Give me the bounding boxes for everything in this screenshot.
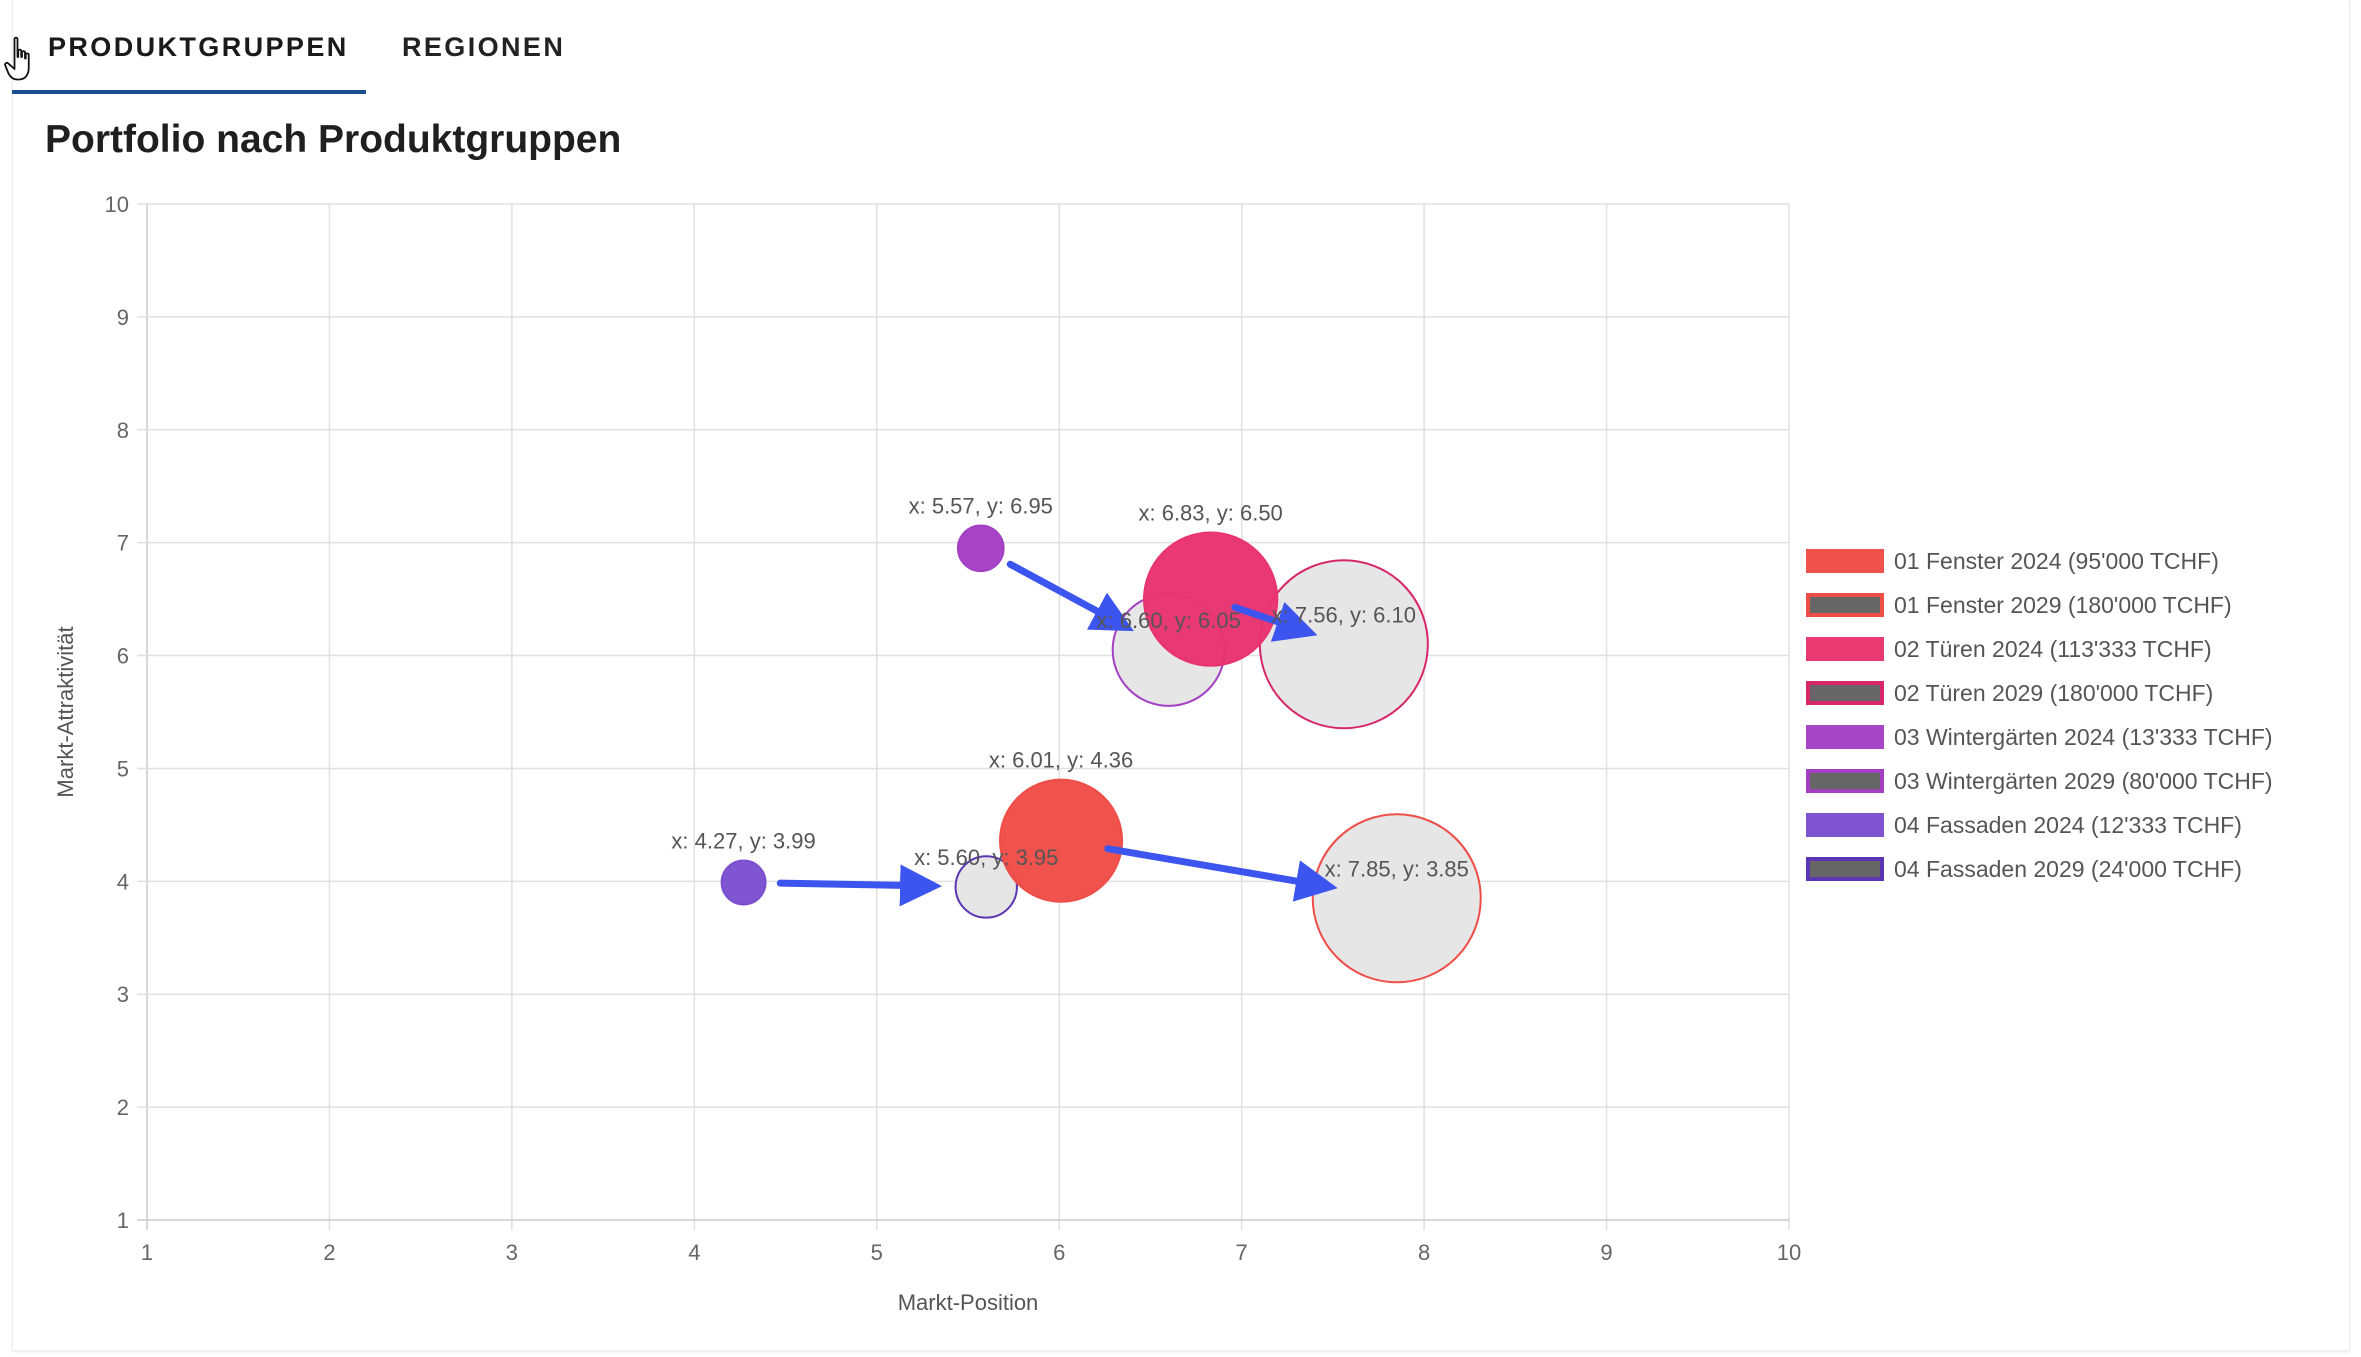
- y-tick-label: 2: [117, 1095, 129, 1120]
- arrow-line: [1104, 845, 1338, 902]
- x-tick-label: 10: [1777, 1240, 1801, 1265]
- legend-item[interactable]: 04 Fassaden 2024 (12'333 TCHF): [1806, 803, 2346, 847]
- x-tick-label: 7: [1236, 1240, 1248, 1265]
- legend-item[interactable]: 01 Fenster 2029 (180'000 TCHF): [1806, 583, 2346, 627]
- legend-swatch: [1806, 637, 1884, 661]
- y-tick-label: 9: [117, 305, 129, 330]
- legend-label: 01 Fenster 2024 (95'000 TCHF): [1894, 547, 2219, 574]
- bubble-point[interactable]: [999, 778, 1124, 903]
- legend-item[interactable]: 03 Wintergärten 2029 (80'000 TCHF): [1806, 759, 2346, 803]
- y-tick-label: 5: [117, 756, 129, 781]
- legend-item[interactable]: 02 Türen 2029 (180'000 TCHF): [1806, 671, 2346, 715]
- tab-regionen[interactable]: REGIONEN: [402, 31, 566, 62]
- x-tick-label: 9: [1600, 1240, 1612, 1265]
- legend: 01 Fenster 2024 (95'000 TCHF) 01 Fenster …: [1806, 539, 2346, 891]
- legend-swatch: [1806, 769, 1884, 793]
- x-tick-label: 5: [871, 1240, 883, 1265]
- x-tick-label: 2: [323, 1240, 335, 1265]
- y-axis-title: Markt-Attraktivität: [53, 626, 78, 797]
- y-tick-label: 1: [117, 1208, 129, 1233]
- y-tick-label: 3: [117, 982, 129, 1007]
- bubble-point[interactable]: [1258, 559, 1429, 730]
- legend-item[interactable]: 02 Türen 2024 (113'333 TCHF): [1806, 627, 2346, 671]
- tab-produktgruppen[interactable]: PRODUKTGRUPPEN: [12, 0, 366, 94]
- legend-swatch: [1806, 725, 1884, 749]
- axis-ticks: 1 2 3 4 5 6 7 8 9 10 1 2 3 4 5 6 7 8 9 10: [105, 192, 1802, 1265]
- grid-lines: [137, 203, 1790, 1230]
- point-label: x: 5.60, y: 3.95: [914, 845, 1058, 870]
- legend-label: 04 Fassaden 2024 (12'333 TCHF): [1894, 811, 2242, 838]
- legend-item[interactable]: 01 Fenster 2024 (95'000 TCHF): [1806, 539, 2346, 583]
- point-label: x: 7.85, y: 3.85: [1325, 856, 1469, 881]
- bubble-point[interactable]: [1311, 813, 1482, 984]
- x-tick-label: 4: [688, 1240, 700, 1265]
- y-tick-label: 8: [117, 418, 129, 443]
- arrow-line: [1006, 560, 1134, 632]
- point-label: x: 5.57, y: 6.95: [909, 493, 1053, 518]
- legend-label: 02 Türen 2029 (180'000 TCHF): [1894, 679, 2214, 706]
- legend-label: 01 Fenster 2029 (180'000 TCHF): [1894, 591, 2232, 618]
- arrow-line: [776, 864, 943, 907]
- hand-cursor-icon: [4, 36, 30, 81]
- point-label: x: 6.60, y: 6.05: [1097, 608, 1241, 633]
- page-title: Portfolio nach Produktgruppen: [45, 118, 622, 161]
- point-label: x: 6.83, y: 6.50: [1138, 500, 1282, 525]
- y-tick-label: 4: [117, 869, 129, 894]
- bubble-point[interactable]: [720, 859, 767, 906]
- movement-arrows: [776, 560, 1338, 907]
- x-tick-label: 6: [1053, 1240, 1065, 1265]
- bubble-point[interactable]: [954, 855, 1018, 919]
- arrow-line: [1231, 601, 1318, 642]
- tab-bar: PRODUKTGRUPPEN REGIONEN: [12, 0, 599, 94]
- legend-item[interactable]: 04 Fassaden 2029 (24'000 TCHF): [1806, 847, 2346, 891]
- y-tick-label: 7: [117, 531, 129, 556]
- legend-swatch: [1806, 593, 1884, 617]
- bubbles: [720, 524, 1482, 984]
- legend-label: 03 Wintergärten 2024 (13'333 TCHF): [1894, 723, 2273, 750]
- legend-swatch: [1806, 681, 1884, 705]
- y-tick-label: 10: [105, 192, 129, 217]
- legend-swatch: [1806, 857, 1884, 881]
- point-label: x: 6.01, y: 4.36: [989, 748, 1133, 773]
- bubble-point[interactable]: [1142, 531, 1279, 667]
- bubble-point[interactable]: [956, 524, 1005, 573]
- x-tick-label: 3: [506, 1240, 518, 1265]
- point-label: x: 4.27, y: 3.99: [671, 828, 815, 853]
- point-labels: x: 6.01, y: 4.36 x: 7.85, y: 3.85 x: 6.83,…: [671, 493, 1468, 881]
- legend-swatch: [1806, 549, 1884, 573]
- point-label: x: 7.56, y: 6.10: [1272, 602, 1416, 627]
- legend-label: 04 Fassaden 2029 (24'000 TCHF): [1894, 855, 2242, 882]
- y-tick-label: 6: [117, 644, 129, 669]
- legend-item[interactable]: 03 Wintergärten 2024 (13'333 TCHF): [1806, 715, 2346, 759]
- legend-swatch: [1806, 813, 1884, 837]
- x-axis-title: Markt-Position: [898, 1290, 1039, 1315]
- x-tick-label: 8: [1418, 1240, 1430, 1265]
- legend-label: 03 Wintergärten 2029 (80'000 TCHF): [1894, 767, 2273, 794]
- legend-label: 02 Türen 2024 (113'333 TCHF): [1894, 635, 2212, 662]
- x-tick-label: 1: [141, 1240, 153, 1265]
